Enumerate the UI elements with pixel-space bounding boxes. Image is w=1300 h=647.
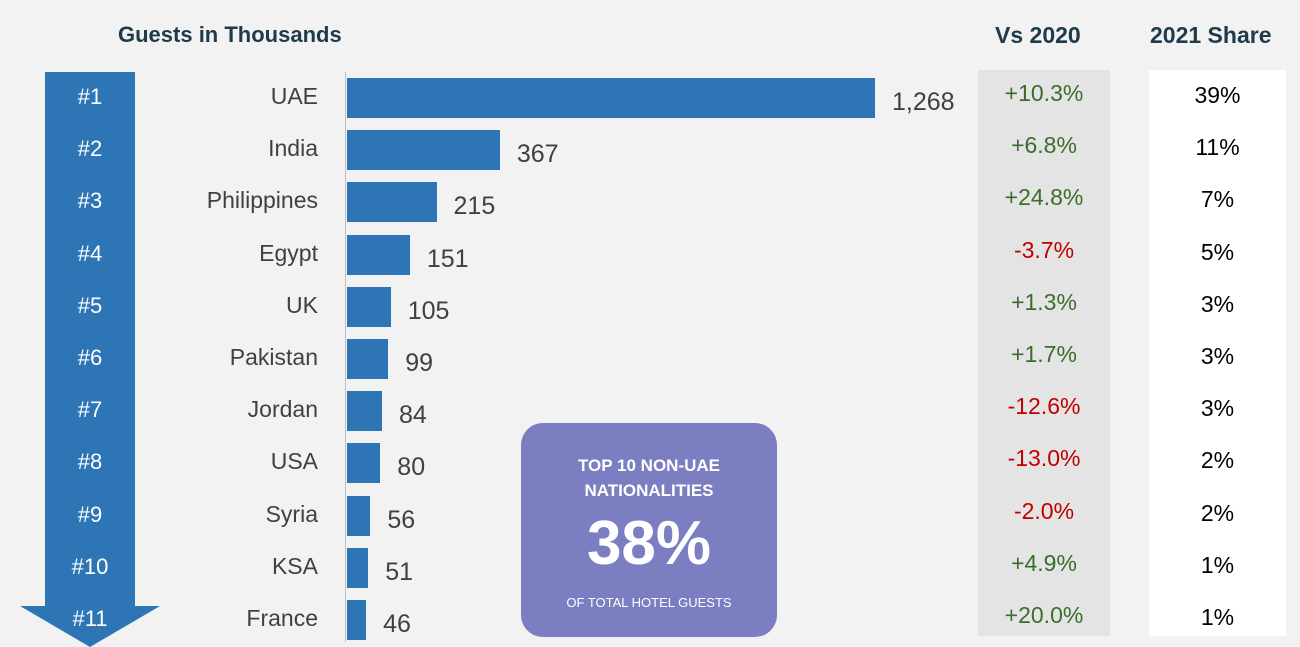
- rank-label: #8: [77, 449, 103, 475]
- guest-bar: [347, 78, 875, 118]
- guest-bar: [347, 234, 410, 275]
- rank-label: #1: [77, 84, 103, 109]
- rank-label: #2: [77, 136, 103, 162]
- vs-2020-value: -13.0%: [1007, 445, 1081, 472]
- guest-bar: [347, 391, 382, 432]
- bar-value-label: 51: [385, 557, 414, 586]
- vs-2020-value: +20.0%: [1004, 602, 1084, 628]
- bar-value-label: 80: [397, 453, 426, 482]
- share-2021-value: 2%: [1200, 447, 1235, 474]
- callout-heading: TOP 10 NON-UAE NATIONALITIES: [577, 456, 721, 500]
- share-2021-value: 5%: [1200, 238, 1235, 265]
- vs-2020-header: Vs 2020: [995, 22, 1081, 48]
- country-label: KSA: [271, 552, 318, 579]
- vs-2020-value: +4.9%: [1011, 549, 1077, 576]
- bar-value-label: 151: [426, 244, 469, 273]
- rank-label: #4: [77, 240, 103, 266]
- share-2021-panel: [1149, 70, 1286, 636]
- share-2021-value: 1%: [1200, 551, 1235, 578]
- bar-value-label: 1,268: [892, 88, 955, 116]
- chart-title: Guests in Thousands: [118, 22, 342, 47]
- country-label: Pakistan: [229, 344, 318, 370]
- guest-bar: [347, 286, 391, 327]
- country-label: India: [268, 135, 318, 162]
- share-2021-value: 3%: [1200, 343, 1235, 369]
- share-2021-header: 2021 Share: [1150, 22, 1272, 48]
- top-nationalities-callout: TOP 10 NON-UAE NATIONALITIES 38% OF TOTA…: [521, 423, 777, 637]
- country-label: UAE: [270, 83, 318, 109]
- bar-value-label: 367: [516, 140, 559, 169]
- vs-2020-value: +1.3%: [1011, 288, 1077, 315]
- rank-label: #5: [77, 292, 103, 318]
- bar-value-label: 215: [453, 192, 496, 221]
- country-label: Egypt: [259, 239, 318, 266]
- rank-label: #11: [72, 606, 108, 631]
- guest-bar: [347, 495, 371, 536]
- guest-bar: [347, 443, 381, 484]
- bar-value-label: 105: [407, 296, 450, 325]
- rank-label: #7: [77, 397, 103, 423]
- share-2021-value: 1%: [1200, 604, 1235, 630]
- guest-bar: [347, 130, 500, 171]
- guest-bar: [347, 182, 437, 223]
- vs-2020-value: -3.7%: [1013, 236, 1075, 263]
- vs-2020-value: +6.8%: [1011, 132, 1077, 159]
- share-2021-value: 2%: [1200, 499, 1235, 526]
- rank-arrow-icon: [20, 72, 160, 647]
- country-label: UK: [286, 291, 318, 318]
- callout-percentage: 38%: [586, 509, 712, 578]
- share-2021-value: 3%: [1200, 395, 1235, 422]
- share-2021-value: 7%: [1200, 186, 1235, 213]
- bar-value-label: 99: [405, 349, 434, 377]
- vs-2020-value: +1.7%: [1011, 341, 1077, 367]
- vs-2020-panel: [978, 70, 1110, 636]
- category-axis-line: [345, 72, 346, 642]
- callout-caption: OF TOTAL HOTEL GUESTS: [566, 595, 732, 610]
- country-label: USA: [270, 448, 318, 475]
- country-label: Jordan: [247, 396, 318, 423]
- rank-label: #9: [77, 501, 103, 527]
- guest-bar: [347, 547, 369, 588]
- vs-2020-value: +10.3%: [1004, 80, 1084, 106]
- country-label: Syria: [265, 500, 318, 527]
- vs-2020-value: -2.0%: [1013, 497, 1075, 524]
- share-2021-value: 11%: [1195, 134, 1240, 161]
- share-2021-value: 39%: [1194, 82, 1241, 108]
- rank-label: #6: [77, 345, 103, 370]
- share-2021-value: 3%: [1200, 290, 1235, 317]
- bar-value-label: 46: [383, 610, 411, 638]
- country-label: Philippines: [206, 187, 318, 214]
- bar-value-label: 56: [387, 505, 416, 534]
- country-label: France: [246, 605, 318, 631]
- guest-bar: [347, 339, 389, 379]
- guest-bar: [347, 600, 367, 640]
- rank-label: #3: [77, 188, 103, 214]
- rank-label: #10: [71, 553, 109, 579]
- vs-2020-value: -12.6%: [1007, 393, 1081, 420]
- bar-value-label: 84: [398, 401, 427, 430]
- vs-2020-value: +24.8%: [1004, 184, 1084, 211]
- rank-arrow-shape: [20, 72, 160, 647]
